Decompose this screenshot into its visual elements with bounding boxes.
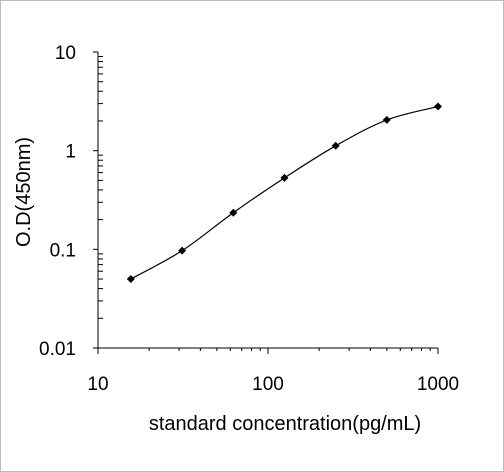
y-tick-label: 10 bbox=[55, 43, 76, 64]
y-tick-labels: 10 1 0.1 0.01 bbox=[39, 43, 76, 360]
series-markers bbox=[126, 102, 442, 284]
y-tick-label: 0.1 bbox=[50, 240, 76, 261]
data-point-marker bbox=[178, 246, 187, 255]
x-tick-labels: 10 100 1000 bbox=[87, 374, 459, 395]
data-point-marker bbox=[126, 275, 135, 284]
x-ticks bbox=[97, 348, 439, 354]
data-point-marker bbox=[229, 208, 238, 217]
x-tick-label: 100 bbox=[252, 374, 284, 395]
x-tick-label: 1000 bbox=[417, 374, 459, 395]
y-tick-label: 1 bbox=[65, 142, 76, 163]
x-tick-label: 10 bbox=[87, 374, 108, 395]
series-line bbox=[130, 105, 439, 280]
y-ticks bbox=[93, 51, 103, 349]
data-point-marker bbox=[434, 102, 442, 111]
data-point-marker bbox=[331, 141, 340, 150]
data-point-marker bbox=[382, 115, 391, 124]
y-axis-title: O.D(450nm) bbox=[13, 137, 35, 247]
axes bbox=[97, 52, 438, 349]
data-point-marker bbox=[280, 173, 289, 182]
x-axis-title: standard concentration(pg/mL) bbox=[149, 413, 421, 435]
y-tick-label: 0.01 bbox=[39, 339, 76, 360]
